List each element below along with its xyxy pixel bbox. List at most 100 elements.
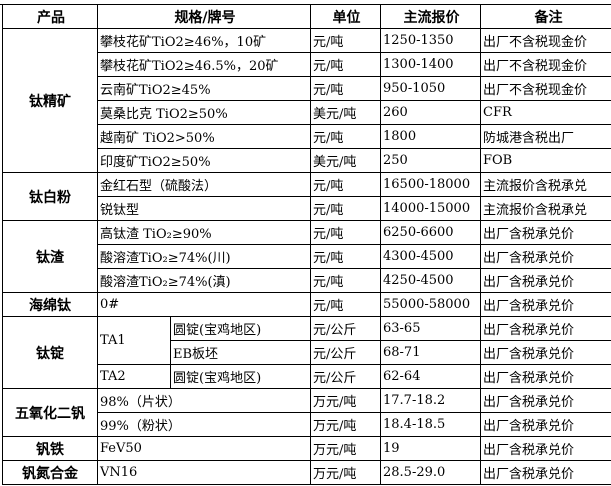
price-cell: 6250-6600 [380,220,481,245]
price-cell: 62-64 [380,364,481,389]
note-cell: 出厂含税承兑价 [480,220,611,245]
header-unit: 单位 [310,4,381,29]
product-cell: 钒氮合金 [2,460,98,485]
table-row: TA2 圆锭(宝鸡地区) 元/公斤 62-64 出厂含税承兑价 [3,364,611,389]
product-cell: 钛白粉 [2,172,98,221]
spec-cell: 0# [97,292,311,317]
unit-cell: 元/吨 [310,76,381,101]
note-cell: 出厂含税承兑价 [480,292,611,317]
spec-cell: 印度矿TiO2≥50% [97,148,311,173]
spec-cell: 98%（片状） [97,388,311,413]
spec-cell: 酸溶渣TiO₂≥74%(川) [97,244,311,269]
note-cell: 出厂含税承兑价 [480,340,611,365]
price-cell: 260 [380,100,481,125]
table-row: 钒氮合金 VN16 万元/吨 28.5-29.0 出厂含税承兑价 [2,460,611,485]
table-row: EB板坯 元/公斤 68-71 出厂含税承兑价 [3,340,611,365]
price-cell: 950-1050 [380,76,481,101]
note-cell: 出厂含税承兑价 [480,364,611,389]
product-cell: 钛精矿 [2,28,98,173]
note-cell: 出厂含税承兑价 [480,436,611,461]
note-cell: CFR [480,100,611,125]
table-row: 印度矿TiO2≥50% 美元/吨 250 FOB [3,148,611,173]
note-cell: 出厂含税承兑价 [480,268,611,293]
table-row: 钛白粉 金红石型（硫酸法） 元/吨 16500-18000 主流报价含税承兑 [2,172,611,221]
price-cell: 19 [380,436,481,461]
spec-cell: 圆锭(宝鸡地区) [170,364,311,389]
price-cell: 1300-1400 [380,52,481,77]
note-cell: 出厂不含税现金价 [480,52,611,77]
spec-cell: FeV50 [97,436,311,461]
product-cell: 五氧化二钒 [2,388,98,437]
note-cell: 出厂含税承兑价 [480,460,611,485]
price-cell: 4250-4500 [380,268,481,293]
unit-cell: 元/吨 [310,28,381,53]
unit-cell: 元/公斤 [310,340,381,365]
spec-cell: 越南矿 TiO2>50% [97,124,311,149]
table-row: 钛锭 TA1 圆锭(宝鸡地区) 元/公斤 63-65 出厂含税承兑价 [2,316,611,389]
product-cell: 钛锭 [2,316,98,389]
unit-cell: 元/吨 [310,52,381,77]
unit-cell: 元/公斤 [310,316,381,341]
table-row: 钛精矿 攀枝花矿TiO2≥46%，10矿 元/吨 1250-1350 出厂不含税现金价 [2,28,611,173]
unit-cell: 元/吨 [310,292,381,317]
price-cell: 16500-18000 [380,172,481,197]
header-note: 备注 [480,4,611,29]
unit-cell: 元/吨 [310,220,381,245]
table-row: 海绵钛 0# 元/吨 55000-58000 出厂含税承兑价 [2,292,611,317]
price-cell: 55000-58000 [380,292,481,317]
grade-cell: TA1 [97,316,171,365]
unit-cell: 美元/吨 [310,100,381,125]
price-cell: 68-71 [380,340,481,365]
price-cell: 4300-4500 [380,244,481,269]
price-table: 产品 规格/牌号 单位 主流报价 备注 钛精矿 攀枝花矿TiO2≥46%，10矿元… [2,4,611,485]
unit-cell: 元/吨 [310,124,381,149]
price-cell: 1800 [380,124,481,149]
grade-cell: TA2 [97,364,171,389]
price-cell: 14000-15000 [380,196,481,221]
note-cell: 出厂含税承兑价 [480,244,611,269]
note-cell: 出厂含税承兑价 [480,316,611,341]
note-cell: 主流报价含税承兑 [480,196,611,221]
price-cell: 1250-1350 [380,28,481,53]
spec-cell: 圆锭(宝鸡地区) [170,316,311,341]
price-cell: 17.7-18.2 [380,388,481,413]
note-cell: 出厂不含税现金价 [480,28,611,53]
header-product: 产品 [2,4,98,29]
spec-cell: VN16 [97,460,311,485]
table-row: 五氧化二钒 98%（片状） 万元/吨 17.7-18.2 出厂含税承兑价 [2,388,611,437]
table-row: 云南矿TiO2≥45% 元/吨 950-1050 出厂不含税现金价 [3,76,611,101]
spec-cell: 高钛渣 TiO₂≥90% [97,220,311,245]
note-cell: 主流报价含税承兑 [480,172,611,197]
spec-cell: 酸溶渣TiO₂≥74%(滇) [97,268,311,293]
spec-cell: 攀枝花矿TiO2≥46%，10矿 [97,28,311,53]
table-row: 攀枝花矿TiO2≥46.5%，20矿 元/吨 1300-1400 出厂不含税现金价 [3,52,611,77]
unit-cell: 元/吨 [310,268,381,293]
note-cell: 出厂含税承兑价 [480,412,611,437]
price-cell: 250 [380,148,481,173]
note-cell: 出厂不含税现金价 [480,76,611,101]
product-cell: 钛渣 [2,220,98,293]
unit-cell: 美元/吨 [310,148,381,173]
table-row: 钛渣 高钛渣 TiO₂≥90% 元/吨 6250-6600 出厂含税承兑价 [2,220,611,293]
spec-cell: EB板坯 [170,340,311,365]
note-cell: FOB [480,148,611,173]
price-cell: 28.5-29.0 [380,460,481,485]
header-spec: 规格/牌号 [97,4,311,29]
spec-cell: 莫桑比克 TiO2≥50% [97,100,311,125]
unit-cell: 万元/吨 [310,436,381,461]
product-cell: 海绵钛 [2,292,98,317]
table-row: 酸溶渣TiO₂≥74%(川) 元/吨 4300-4500 出厂含税承兑价 [3,244,611,269]
table-row: 酸溶渣TiO₂≥74%(滇) 元/吨 4250-4500 出厂含税承兑价 [3,268,611,293]
header-price: 主流报价 [380,4,481,29]
spec-cell: 锐钛型 [97,196,311,221]
table-row: 99%（粉状） 万元/吨 18.4-18.5 出厂含税承兑价 [3,412,611,437]
spec-cell: 金红石型（硫酸法） [97,172,311,197]
unit-cell: 元/吨 [310,196,381,221]
note-cell: 防城港含税出厂 [480,124,611,149]
unit-cell: 元/公斤 [310,364,381,389]
price-cell: 63-65 [380,316,481,341]
header-row: 产品 规格/牌号 单位 主流报价 备注 [2,4,611,29]
unit-cell: 万元/吨 [310,460,381,485]
unit-cell: 元/吨 [310,172,381,197]
price-cell: 18.4-18.5 [380,412,481,437]
